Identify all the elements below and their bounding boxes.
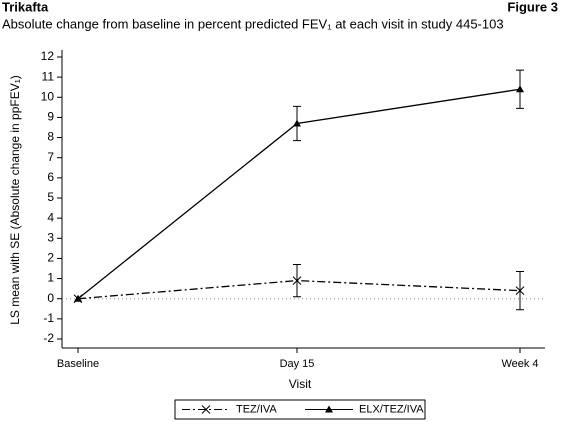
y-tick-label: 5: [47, 190, 54, 204]
y-tick-label: 10: [41, 89, 55, 103]
y-tick-label: 12: [41, 49, 55, 63]
y-axis-label: LS mean with SE (Absolute change in ppFE…: [8, 75, 22, 325]
y-tick-label: 2: [47, 251, 54, 265]
y-tick-label: 6: [47, 170, 54, 184]
x-tick-label: Day 15: [280, 358, 315, 370]
y-tick-label: -1: [43, 311, 54, 325]
marker: [325, 405, 333, 413]
x-tick-label: Baseline: [57, 358, 99, 370]
marker: [293, 119, 301, 127]
legend-box: [174, 399, 426, 420]
y-tick-label: 9: [47, 110, 54, 124]
series-line: [77, 88, 521, 300]
y-tick-label: 0: [47, 291, 54, 305]
y-tick-label: 11: [42, 69, 55, 83]
marker: [516, 85, 524, 93]
marker: [292, 276, 302, 285]
marker: [515, 286, 525, 296]
legend-label: ELX/TEZ/IVA: [359, 403, 424, 415]
x-tick-label: Week 4: [501, 358, 538, 370]
y-tick-label: 1: [47, 271, 54, 285]
y-tick-label: 7: [47, 150, 54, 164]
marker: [201, 405, 211, 414]
y-tick-label: 8: [47, 130, 54, 144]
chart-title: Absolute change from baseline in percent…: [2, 16, 504, 31]
y-tick-label: 3: [47, 230, 54, 244]
y-tick-label: 4: [47, 210, 54, 224]
header-right: Figure 3: [507, 0, 558, 14]
y-tick-label: -2: [43, 331, 54, 345]
x-axis-label: Visit: [289, 377, 312, 391]
legend-label: TEZ/IVA: [236, 403, 277, 415]
header-left: Trikafta: [2, 0, 49, 14]
series-line: [77, 279, 521, 300]
marker: [74, 294, 82, 302]
